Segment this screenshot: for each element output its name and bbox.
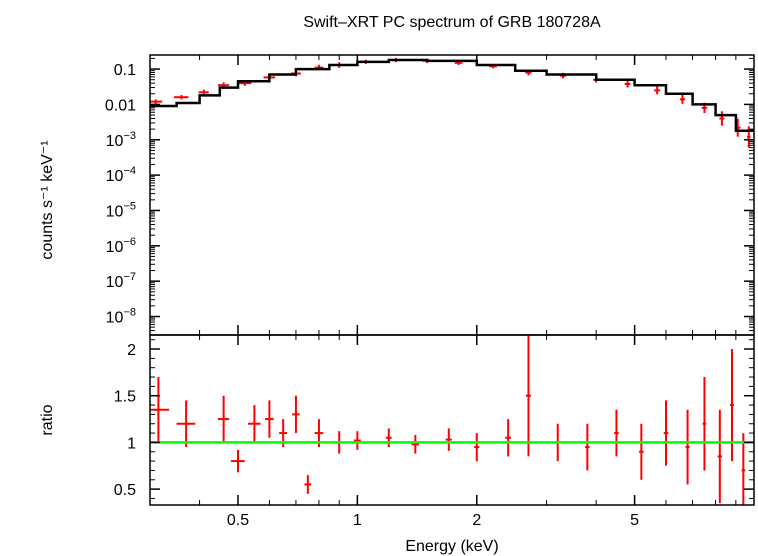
x-tick-label: 1 bbox=[353, 512, 362, 529]
x-axis-label: Energy (keV) bbox=[405, 538, 498, 555]
ratio-panel-frame bbox=[149, 334, 755, 506]
x-tick-label: 0.5 bbox=[227, 512, 249, 529]
ratio-data-point bbox=[585, 423, 590, 471]
ratio-data-point bbox=[248, 405, 261, 443]
spectrum-data-point bbox=[624, 80, 631, 88]
ratio-data-point bbox=[230, 449, 245, 473]
ratio-data-point bbox=[685, 409, 690, 485]
spectrum-data-series bbox=[150, 57, 751, 148]
ratio-data-point bbox=[614, 409, 619, 457]
ratio-data-series bbox=[150, 335, 746, 505]
ratio-data-point bbox=[663, 400, 669, 466]
ratio-panel: 0.5 1 2 5 0.5 1 1.5 2 ratio bbox=[39, 334, 755, 529]
ratio-data-point bbox=[741, 433, 746, 505]
ratio-data-point bbox=[717, 409, 722, 504]
ratio-data-point bbox=[505, 419, 512, 457]
y-tick-label: 1 bbox=[127, 435, 136, 452]
ratio-y-axis-label: ratio bbox=[39, 404, 56, 435]
ratio-y-ticks: 0.5 1 1.5 2 bbox=[114, 339, 754, 499]
spectrum-data-point bbox=[679, 94, 686, 104]
y-tick-label: 1.5 bbox=[114, 389, 136, 406]
ratio-data-point bbox=[353, 431, 361, 450]
x-tick-label: 5 bbox=[630, 512, 639, 529]
ratio-data-point bbox=[411, 434, 419, 454]
ratio-data-point bbox=[304, 475, 312, 494]
spectrum-data-point bbox=[150, 99, 163, 104]
spectrum-model-line bbox=[150, 58, 754, 132]
ratio-data-point bbox=[474, 433, 480, 462]
spectrum-data-point bbox=[719, 111, 725, 126]
ratio-data-point bbox=[176, 400, 196, 448]
spectrum-data-point bbox=[654, 86, 661, 95]
y-tick-label: 2 bbox=[127, 342, 136, 359]
x-tick-label: 2 bbox=[472, 512, 481, 529]
ratio-data-point bbox=[217, 395, 230, 443]
chart-title: Swift–XRT PC spectrum of GRB 180728A bbox=[303, 14, 601, 31]
spectrum-x-ticks bbox=[149, 55, 755, 335]
ratio-data-point bbox=[445, 428, 452, 451]
ratio-data-point bbox=[265, 400, 274, 438]
y-tick-label: 0.5 bbox=[114, 482, 136, 499]
ratio-data-point bbox=[525, 335, 532, 457]
y-tick-label: 0.1 bbox=[114, 62, 136, 79]
ratio-data-point bbox=[385, 428, 392, 448]
ratio-data-point bbox=[150, 377, 170, 443]
ratio-data-point bbox=[702, 377, 707, 471]
y-tick-label: 0.01 bbox=[105, 97, 136, 114]
spectrum-data-point bbox=[174, 95, 189, 100]
ratio-data-point bbox=[639, 423, 644, 480]
spectrum-y-axis-label: counts s⁻¹ keV⁻¹ bbox=[39, 140, 56, 259]
ratio-data-point bbox=[292, 395, 300, 434]
ratio-x-ticks: 0.5 1 2 5 bbox=[149, 335, 755, 529]
